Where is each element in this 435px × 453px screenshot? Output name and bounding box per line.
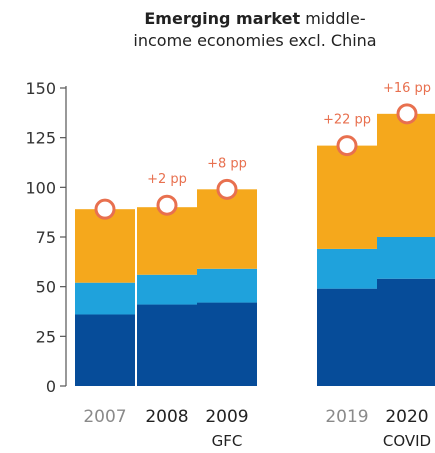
- total-marker: [216, 178, 238, 200]
- y-tick-label: 100: [25, 178, 56, 197]
- x-category-label: 2020: [385, 407, 428, 427]
- bar-segment: [377, 113, 435, 237]
- markers: [94, 103, 418, 220]
- bar-segment: [75, 282, 135, 315]
- total-marker: [156, 194, 178, 216]
- x-category-label: 2019: [325, 407, 368, 427]
- y-tick-label: 50: [36, 278, 56, 297]
- bar-segment: [317, 248, 377, 289]
- total-marker: [94, 198, 116, 220]
- x-category-sublabel: GFC: [212, 432, 243, 450]
- x-category-label: 2008: [145, 407, 188, 427]
- change-annotation: +8 pp: [207, 156, 247, 171]
- bar-segment: [377, 237, 435, 279]
- bar-segment: [137, 304, 197, 386]
- bar-segment: [75, 314, 135, 386]
- y-tick-label: 25: [36, 327, 56, 346]
- bar-segment: [317, 145, 377, 249]
- x-category-label: 2007: [83, 407, 126, 427]
- bar-segment: [137, 274, 197, 305]
- bar-segment: [197, 189, 257, 269]
- y-axis: 0 25 50 75 100 125 150: [25, 79, 67, 396]
- x-category-sublabel: COVID: [383, 432, 431, 450]
- change-annotation: +16 pp: [383, 81, 431, 96]
- y-tick-label: 125: [25, 129, 56, 148]
- chart-title-line-2-normal: income economies excl. China: [133, 31, 376, 50]
- bar-segment: [377, 278, 435, 386]
- bars: [75, 113, 435, 386]
- chart-title-line-1-normal: middle-: [300, 9, 366, 28]
- total-marker: [336, 135, 358, 157]
- y-tick-label: 0: [46, 377, 56, 396]
- chart-title-line-2: income economies excl. China: [133, 31, 376, 50]
- bar-segment: [75, 209, 135, 283]
- chart-title-line-1-bold: Emerging market: [144, 9, 300, 28]
- y-tick-label: 75: [36, 228, 56, 247]
- x-category-label: 2009: [205, 407, 248, 427]
- change-annotation: +22 pp: [323, 113, 371, 128]
- bar-segment: [197, 302, 257, 386]
- total-marker: [396, 103, 418, 125]
- x-axis-labels: 2007 2008 2009 GFC 2019 2020 COVID: [83, 407, 431, 450]
- annotations: +2 pp +8 pp +22 pp +16 pp: [147, 81, 431, 187]
- y-tick-label: 150: [25, 79, 56, 98]
- change-annotation: +2 pp: [147, 172, 187, 187]
- bar-segment: [137, 207, 197, 275]
- bar-segment: [317, 288, 377, 386]
- chart-title-line-1: Emerging market middle-: [144, 9, 365, 28]
- bar-segment: [197, 268, 257, 303]
